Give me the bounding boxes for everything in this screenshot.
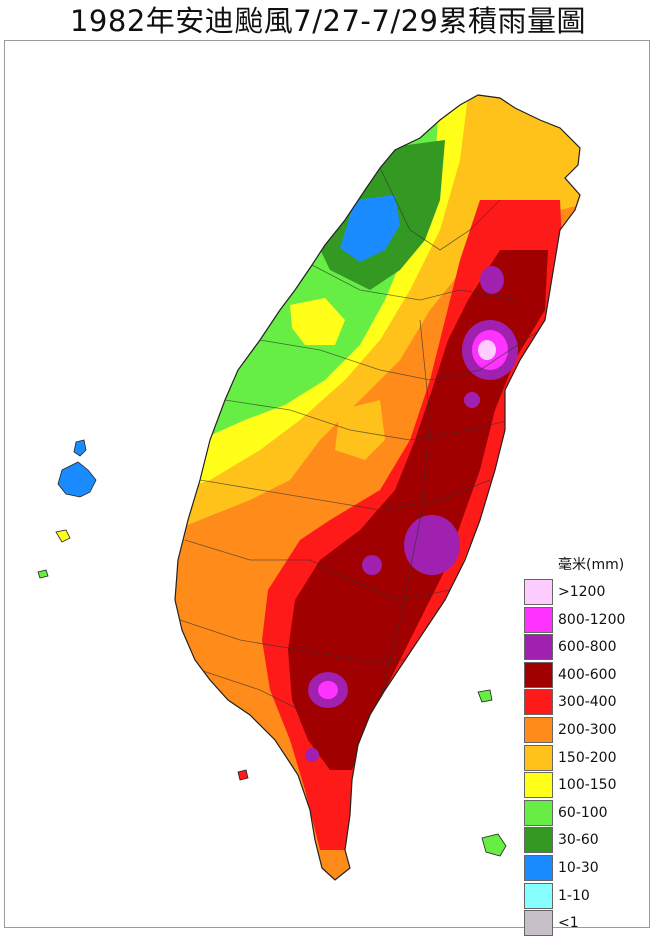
legend-label: 30-60: [558, 832, 599, 849]
legend-swatch: [524, 827, 553, 854]
legend-label: 400-600: [558, 666, 617, 683]
legend-swatch: [524, 606, 553, 633]
legend-item: 30-60: [524, 827, 650, 855]
legend-label: 100-150: [558, 777, 617, 794]
legend-label: 300-400: [558, 694, 617, 711]
xiaoliuqiu-island: [237, 769, 249, 781]
legend-swatch: [524, 744, 553, 771]
map-title: 1982年安迪颱風7/27-7/29累積雨量圖: [69, 4, 586, 38]
zone-600-800-north: [480, 266, 504, 294]
penghu-islands: [37, 439, 97, 579]
legend-items: >1200 800-1200 600-800 400-600 300-400 200-30…: [524, 579, 650, 938]
legend-unit-label: 毫米(mm): [558, 557, 625, 573]
legend-swatch: [524, 910, 553, 937]
penghu-islet: [55, 529, 71, 543]
legend-item: 400-600: [524, 661, 650, 690]
legend: 毫米(mm) >1200 800-1200 600-800 400-600 300-40…: [524, 556, 650, 938]
legend-label: 10-30: [558, 859, 599, 876]
penghu-islet: [37, 569, 49, 579]
legend-item: <1: [524, 910, 650, 938]
orchid-islet: [477, 689, 493, 703]
legend-swatch: [524, 689, 553, 716]
taiwan-coastline: [174, 94, 581, 881]
zone-400-600: [288, 250, 548, 770]
zone-150-200-patch: [335, 400, 385, 460]
legend-item: 600-800: [524, 634, 650, 662]
penghu-main-island: [57, 461, 97, 498]
legend-swatch: [524, 661, 553, 688]
zone-100-150-patch: [290, 298, 345, 345]
legend-swatch: [524, 772, 553, 799]
legend-item: 10-30: [524, 854, 650, 883]
zone-600-800-spot: [305, 748, 319, 762]
legend-label: 600-800: [558, 639, 617, 656]
zone-600-800-spot: [362, 555, 382, 575]
legend-item: 800-1200: [524, 606, 650, 635]
legend-item: 60-100: [524, 799, 650, 828]
zone-600-800-spot: [464, 392, 480, 408]
zone-800-1200-south: [318, 681, 338, 699]
legend-swatch: [524, 882, 553, 909]
legend-label: 200-300: [558, 721, 617, 738]
legend-label: 60-100: [558, 804, 608, 821]
zone-10-30: [340, 195, 400, 262]
green-island: [481, 833, 507, 857]
legend-item: 300-400: [524, 689, 650, 717]
legend-swatch: [524, 854, 553, 881]
legend-item: 1-10: [524, 882, 650, 911]
zone-over-1200: [478, 340, 496, 360]
legend-item: 150-200: [524, 744, 650, 773]
legend-swatch: [524, 634, 553, 661]
legend-swatch: [524, 579, 553, 605]
legend-item: >1200: [524, 579, 650, 607]
penghu-islet: [73, 439, 87, 457]
legend-label: >1200: [558, 584, 606, 600]
legend-item: 200-300: [524, 716, 650, 745]
county-boundaries: [179, 167, 541, 711]
legend-swatch: [524, 799, 553, 826]
legend-item: 100-150: [524, 772, 650, 800]
legend-label: 150-200: [558, 749, 617, 766]
zone-600-800-central: [404, 515, 460, 575]
legend-label: 800-1200: [558, 611, 626, 628]
legend-label: 1-10: [558, 887, 590, 904]
legend-swatch: [524, 716, 553, 743]
legend-label: <1: [558, 915, 579, 932]
